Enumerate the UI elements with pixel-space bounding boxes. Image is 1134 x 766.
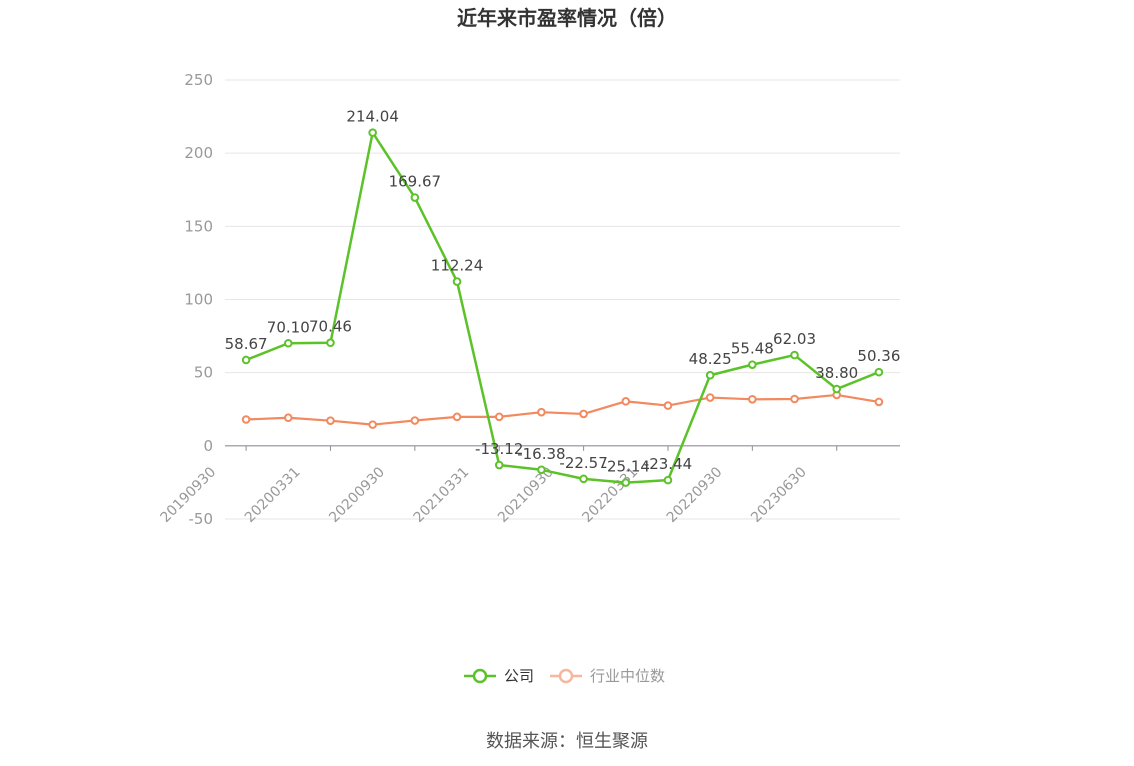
industry-point (326, 416, 335, 425)
x-tick-label: 20230630 (748, 464, 810, 526)
company-data-label: -13.12 (475, 440, 523, 458)
industry-point (241, 415, 251, 424)
grid-layer (225, 79, 900, 520)
company-point (452, 277, 462, 286)
company-point (537, 465, 546, 475)
industry-point (537, 407, 546, 417)
legend: 公司 行业中位数 (464, 667, 665, 685)
company-line (245, 131, 880, 484)
company-point (621, 478, 631, 487)
industry-point (790, 394, 799, 404)
company-data-label: 169.67 (389, 173, 442, 191)
y-tick-label: 100 (184, 291, 213, 309)
company-data-label: 70.10 (267, 318, 310, 336)
industry-point (452, 412, 462, 422)
company-data-label: -25.14 (602, 458, 650, 476)
company-point (241, 355, 251, 365)
x-tick-label: 20210331 (411, 464, 473, 526)
x-tick-label: 20220930 (664, 464, 726, 526)
y-tick-label: 250 (184, 71, 213, 89)
industry-point (748, 394, 757, 404)
y-tick-label: 150 (184, 217, 213, 235)
company-data-label: -23.44 (644, 455, 692, 473)
company-data-label: -16.38 (517, 445, 565, 463)
industry-point (579, 409, 588, 419)
industry-point (705, 393, 715, 402)
company-point (410, 193, 420, 202)
company-point (790, 350, 799, 360)
industry-point (874, 397, 884, 407)
legend-company-label: 公司 (504, 667, 534, 685)
company-data-label: 62.03 (773, 330, 816, 348)
y-tick-label: -50 (189, 510, 214, 528)
x-tick-label: 20200331 (242, 464, 304, 526)
company-point (326, 338, 335, 348)
industry-point (621, 397, 631, 406)
industry-point (663, 401, 673, 410)
company-data-label: 38.80 (815, 364, 858, 382)
industry-point (368, 420, 377, 429)
company-point (494, 460, 504, 470)
company-point (705, 370, 715, 380)
x-tick-label: 20210930 (495, 464, 557, 526)
y-tick-label: 50 (194, 364, 213, 382)
company-data-label: 214.04 (346, 108, 399, 126)
x-tick-label: 20200930 (326, 464, 388, 526)
legend-item-industry[interactable]: 行业中位数 (550, 667, 665, 685)
company-data-label: 55.48 (731, 340, 774, 358)
data-source-note: 数据来源：恒生聚源 (486, 731, 648, 752)
company-data-label: 48.25 (689, 350, 732, 368)
company-data-label: 112.24 (431, 257, 484, 275)
company-point (748, 360, 757, 369)
industry-point (494, 412, 504, 422)
company-data-label: 70.46 (309, 318, 352, 336)
legend-company-marker (472, 668, 488, 684)
company-point (579, 474, 588, 484)
industry-median-line (246, 393, 880, 426)
legend-industry-marker (558, 668, 574, 684)
y-tick-label: 0 (203, 437, 213, 455)
legend-industry-label: 行业中位数 (590, 667, 665, 685)
legend-item-company[interactable]: 公司 (464, 667, 534, 685)
company-data-label: 58.67 (225, 335, 268, 353)
company-point (832, 384, 842, 394)
company-point (874, 367, 884, 377)
industry-point (283, 413, 293, 423)
company-point (663, 475, 673, 485)
company-point (283, 338, 293, 348)
y-tick-label: 200 (184, 144, 213, 162)
chart-title: 近年来市盈率情况（倍） (457, 6, 677, 30)
series-layer (241, 128, 884, 487)
industry-point (410, 416, 420, 425)
company-point (368, 128, 377, 137)
company-data-label: 50.36 (857, 347, 900, 365)
company-data-label: -22.57 (559, 454, 607, 472)
